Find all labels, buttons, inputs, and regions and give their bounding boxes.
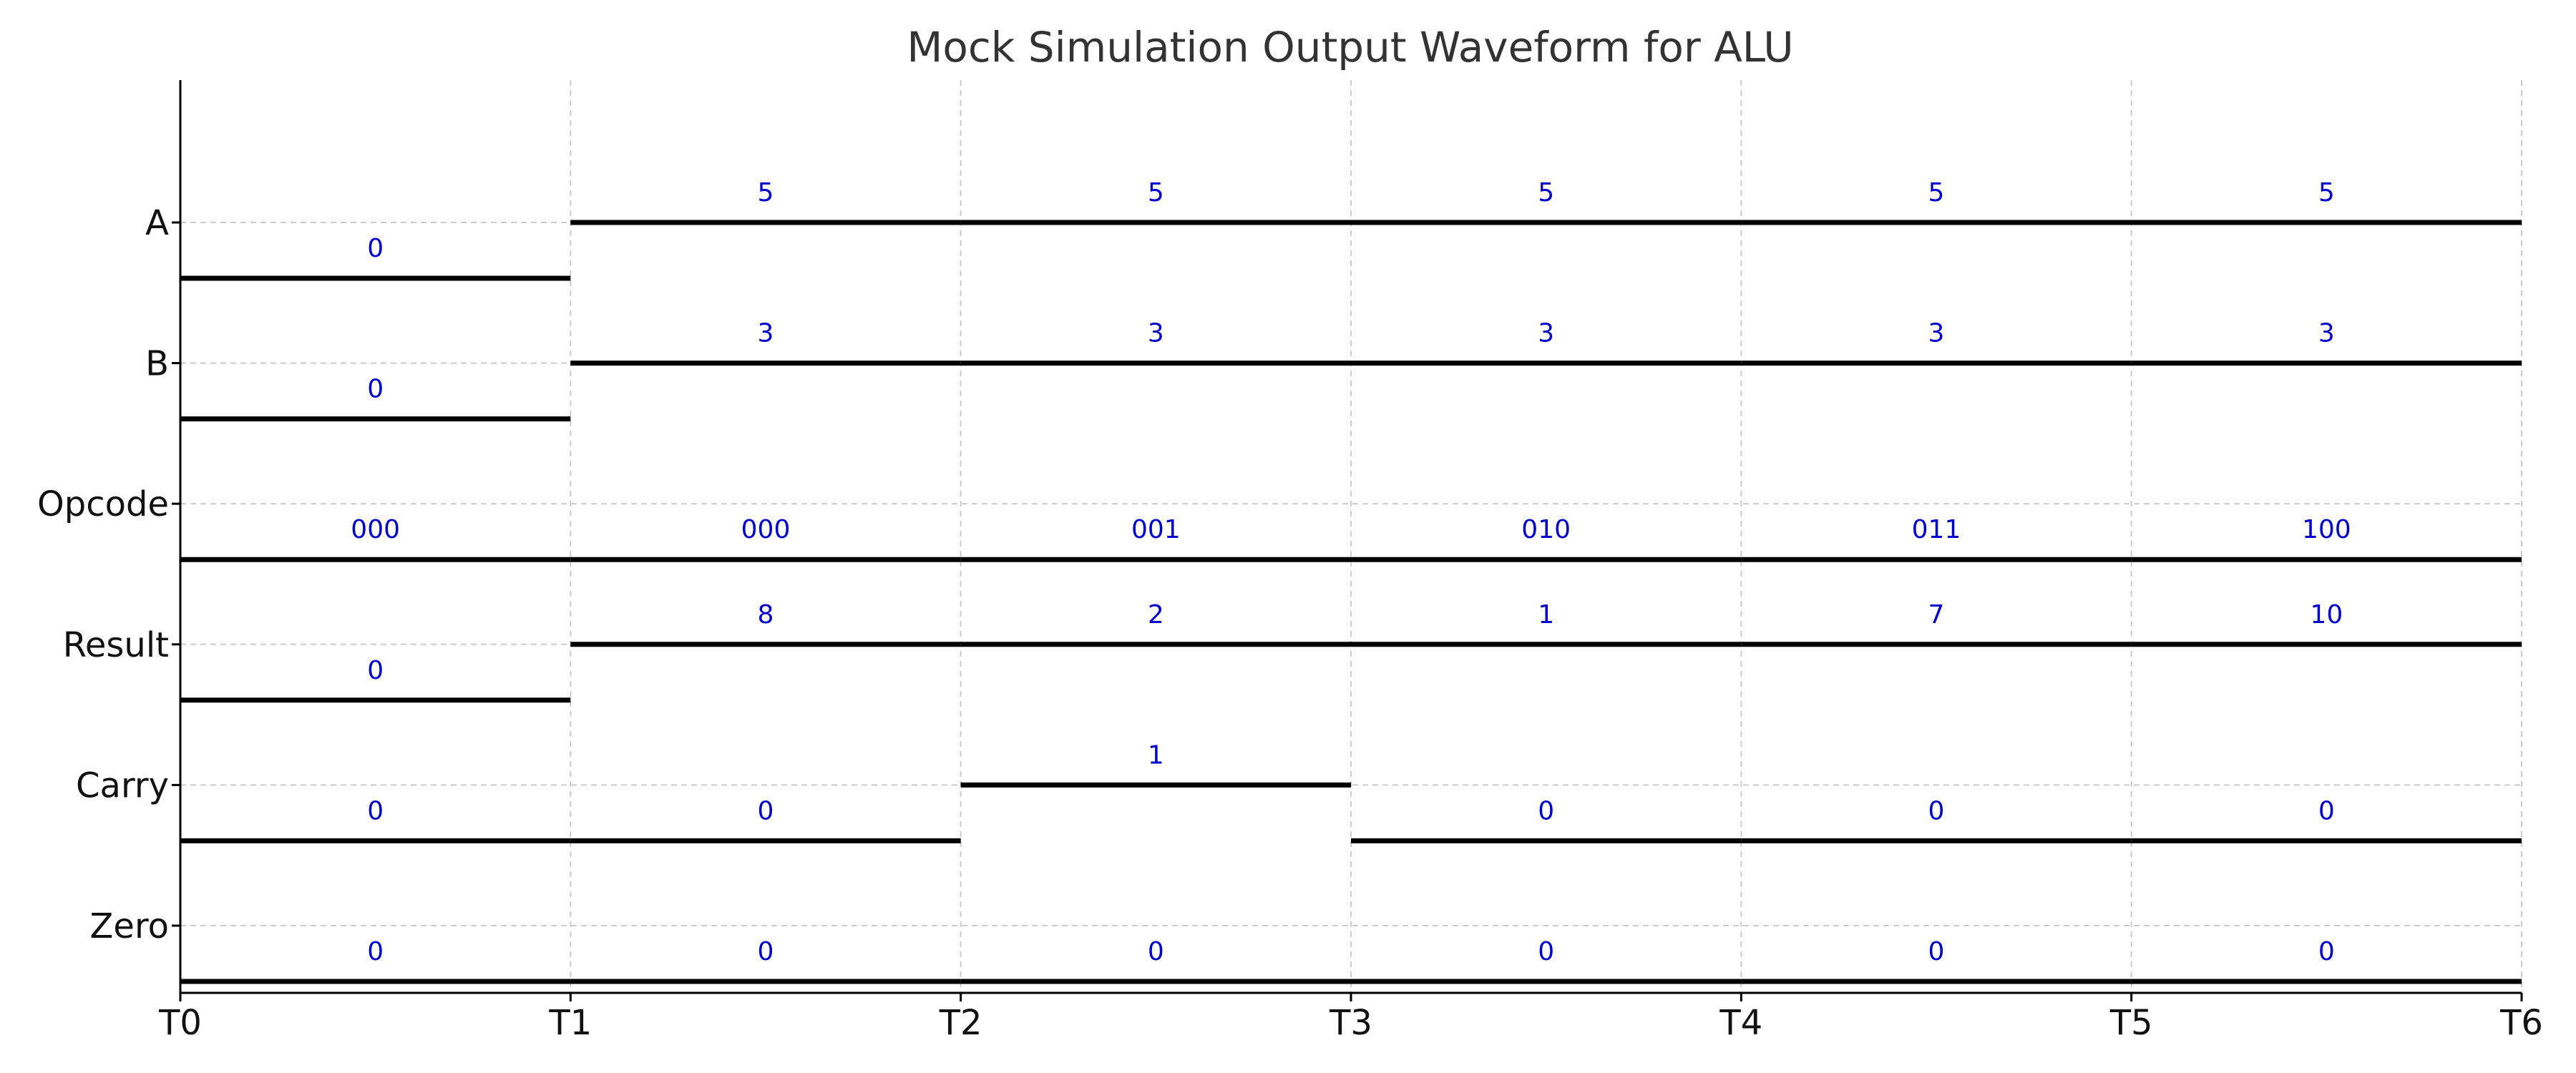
value-label-zero-1: 0 bbox=[758, 937, 774, 966]
axes-layer bbox=[172, 80, 2523, 1001]
value-label-a-3: 5 bbox=[1538, 178, 1554, 207]
value-label-b-0: 0 bbox=[367, 375, 384, 404]
value-label-b-1: 3 bbox=[758, 319, 774, 348]
x-tick-label-T4: T4 bbox=[1719, 1003, 1762, 1043]
signal-label-carry: Carry bbox=[76, 765, 169, 805]
x-tick-label-T0: T0 bbox=[158, 1003, 202, 1043]
x-tick-label-T1: T1 bbox=[548, 1003, 592, 1043]
value-label-zero-4: 0 bbox=[1928, 937, 1945, 966]
value-label-carry-5: 0 bbox=[2318, 796, 2335, 825]
value-label-result-2: 2 bbox=[1148, 600, 1164, 629]
grid-layer bbox=[180, 80, 2522, 993]
chart-title: Mock Simulation Output Waveform for ALU bbox=[907, 23, 1793, 72]
signal-label-a: A bbox=[145, 203, 169, 243]
value-label-result-5: 10 bbox=[2310, 600, 2343, 629]
value-label-carry-2: 1 bbox=[1148, 740, 1164, 770]
value-label-a-5: 5 bbox=[2318, 178, 2335, 207]
value-label-result-3: 1 bbox=[1538, 600, 1554, 629]
value-label-carry-1: 0 bbox=[758, 796, 774, 825]
value-label-zero-0: 0 bbox=[367, 937, 384, 966]
x-tick-label-T5: T5 bbox=[2109, 1003, 2153, 1043]
x-tick-label-T2: T2 bbox=[939, 1003, 982, 1043]
value-label-zero-5: 0 bbox=[2318, 937, 2335, 966]
value-label-result-4: 7 bbox=[1928, 600, 1945, 629]
value-label-opcode-0: 000 bbox=[351, 515, 400, 544]
value-label-zero-2: 0 bbox=[1148, 937, 1164, 966]
value-label-b-5: 3 bbox=[2318, 319, 2335, 348]
value-label-carry-4: 0 bbox=[1928, 796, 1945, 825]
value-label-b-2: 3 bbox=[1148, 319, 1164, 348]
x-tick-label-T3: T3 bbox=[1329, 1003, 1372, 1043]
value-label-result-1: 8 bbox=[758, 600, 774, 629]
value-label-result-0: 0 bbox=[367, 656, 384, 685]
value-label-a-2: 5 bbox=[1148, 178, 1164, 207]
value-label-a-0: 0 bbox=[367, 234, 384, 263]
signal-label-zero: Zero bbox=[90, 906, 169, 946]
value-label-opcode-4: 011 bbox=[1912, 515, 1961, 544]
value-label-carry-0: 0 bbox=[367, 796, 384, 825]
value-label-opcode-2: 001 bbox=[1131, 515, 1181, 544]
x-tick-label-T6: T6 bbox=[2499, 1003, 2543, 1043]
signal-label-result: Result bbox=[63, 625, 169, 665]
wave-layer bbox=[180, 220, 2522, 984]
value-label-zero-3: 0 bbox=[1538, 937, 1554, 966]
signal-label-b: B bbox=[145, 344, 169, 384]
value-label-b-4: 3 bbox=[1928, 319, 1945, 348]
value-label-opcode-5: 100 bbox=[2302, 515, 2351, 544]
value-label-a-4: 5 bbox=[1928, 178, 1945, 207]
signal-label-opcode: Opcode bbox=[37, 484, 169, 524]
value-label-opcode-1: 000 bbox=[741, 515, 791, 544]
value-label-carry-3: 0 bbox=[1538, 796, 1554, 825]
value-label-opcode-3: 010 bbox=[1521, 515, 1571, 544]
value-label-a-1: 5 bbox=[758, 178, 774, 207]
value-label-b-3: 3 bbox=[1538, 319, 1554, 348]
